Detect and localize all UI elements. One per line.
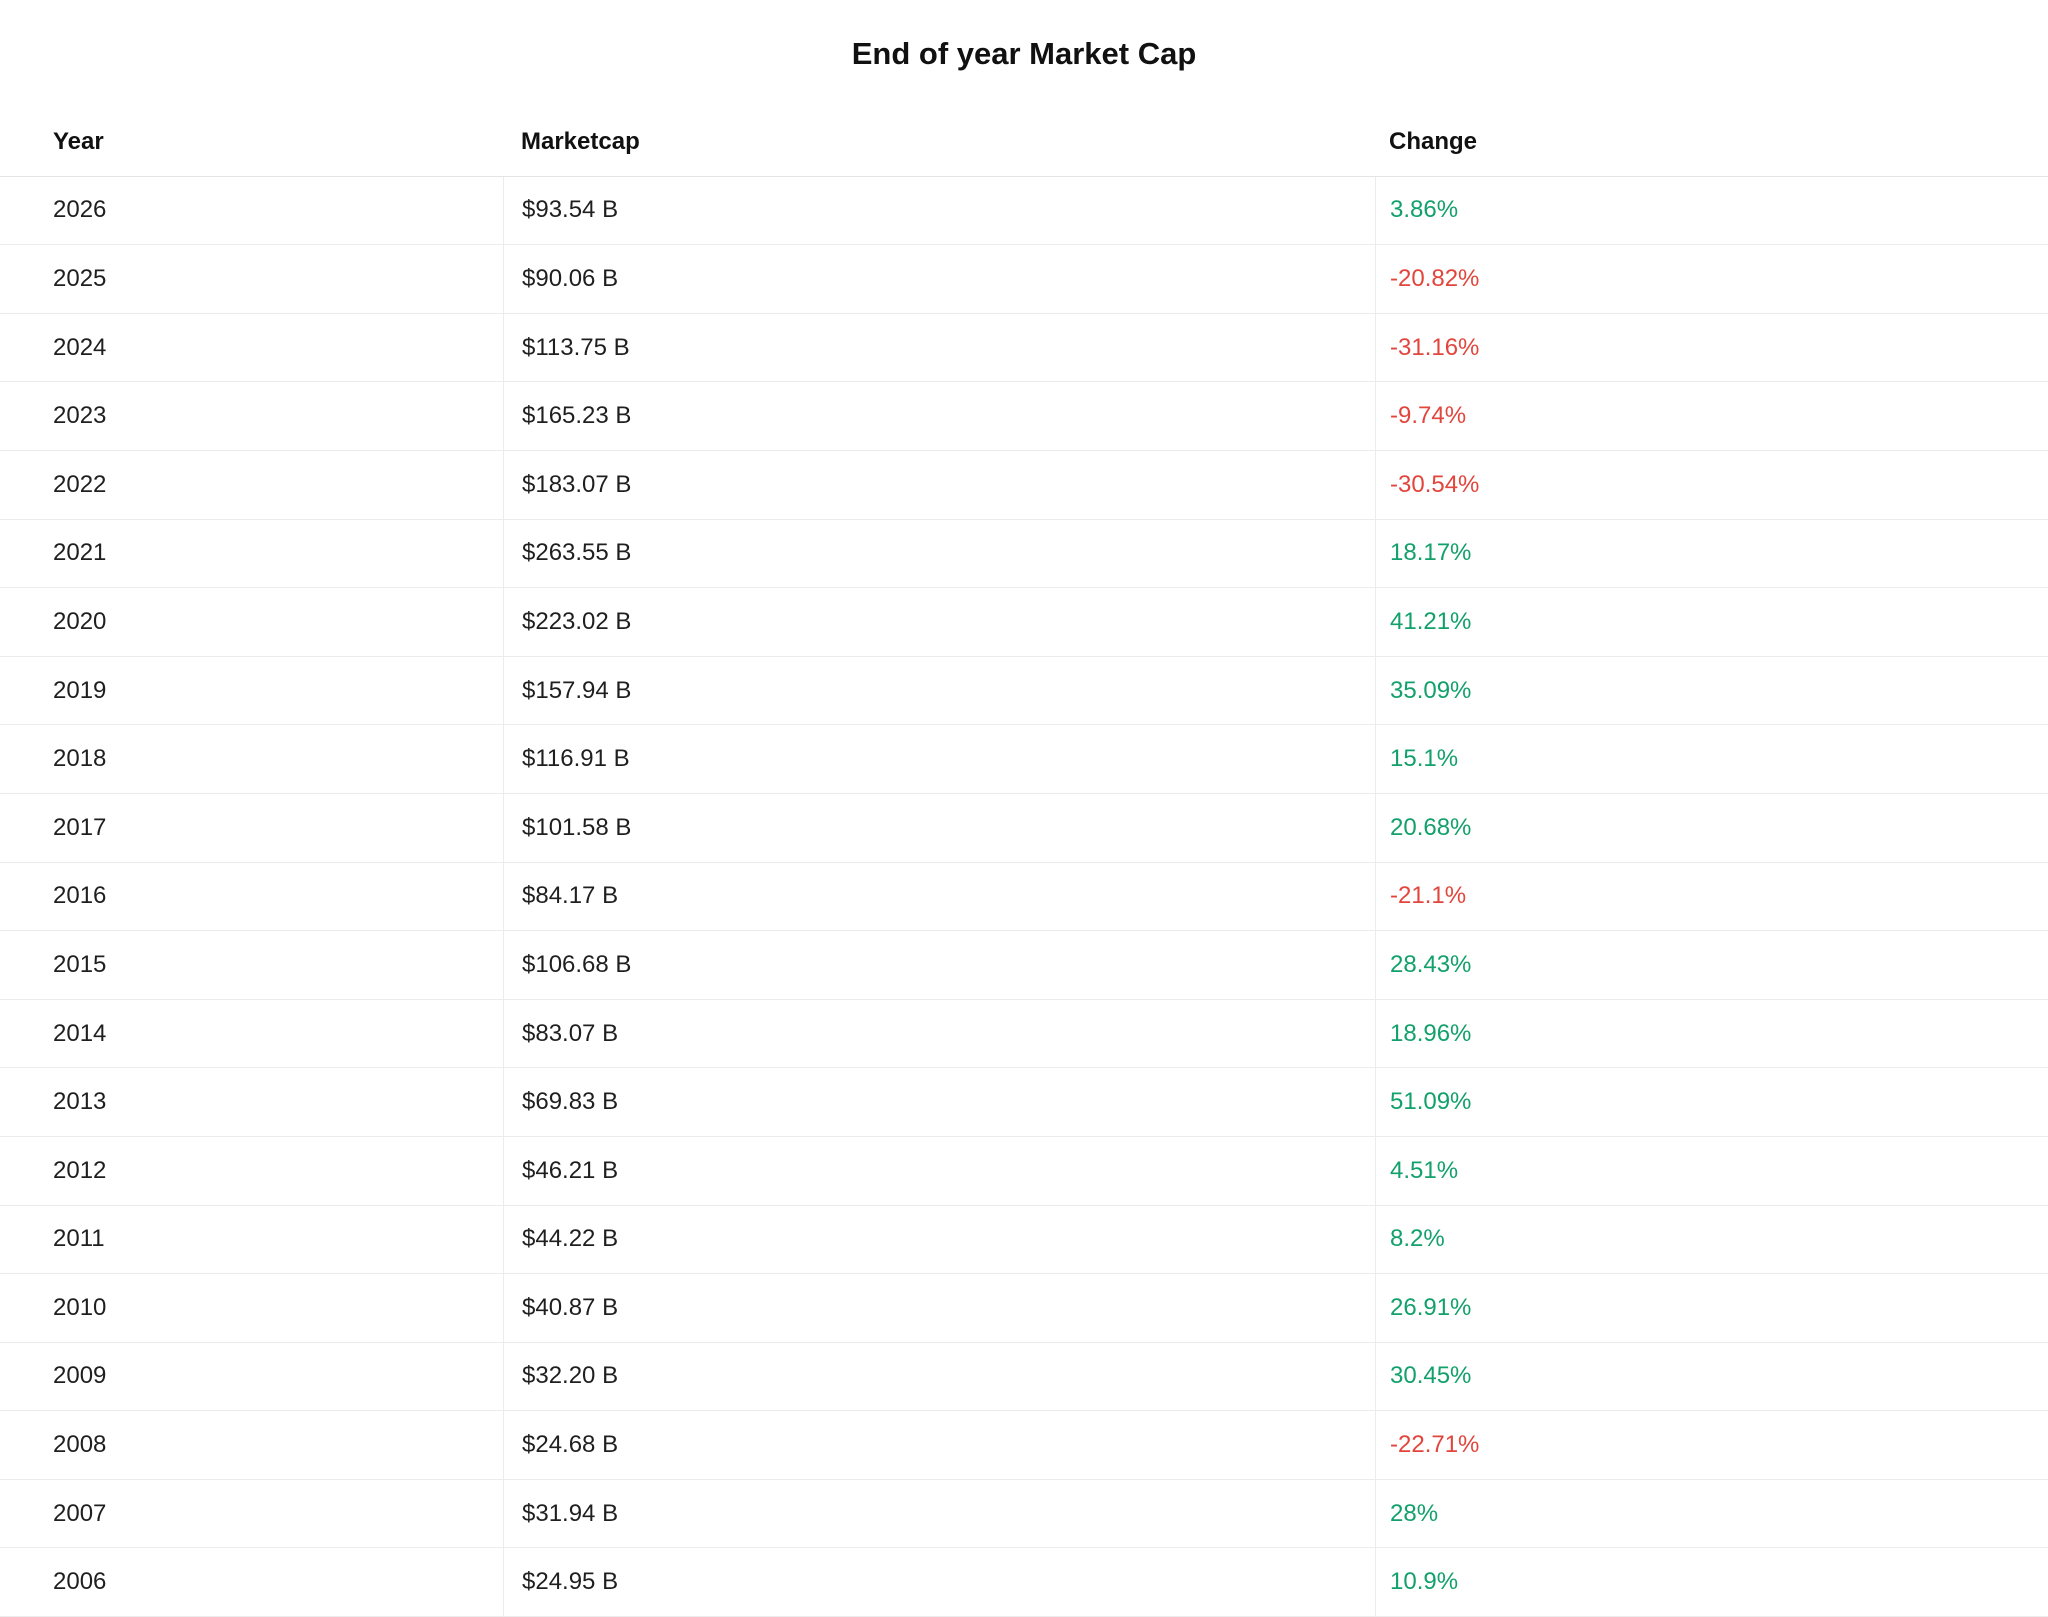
table-row: 2018 $116.91 B 15.1% [0,725,2048,794]
change-cell: 18.17% [1375,519,2048,588]
change-cell: -9.74% [1375,382,2048,450]
column-header-marketcap: Marketcap [521,127,640,155]
table-row: 2014 $83.07 B 18.96% [0,999,2048,1069]
year-cell: 2008 [53,1431,107,1459]
table-row: 2023 $165.23 B -9.74% [0,382,2048,451]
marketcap-cell: $31.94 B [503,1479,1375,1548]
marketcap-cell: $84.17 B [503,862,1375,931]
page-title: End of year Market Cap [851,36,1197,71]
year-cell: 2014 [53,1019,107,1047]
year-cell: 2023 [53,402,107,430]
table-row: 2024 $113.75 B -31.16% [0,313,2048,383]
table-row: 2022 $183.07 B -30.54% [0,450,2048,520]
table-row: 2019 $157.94 B 35.09% [0,656,2048,726]
year-cell: 2022 [53,470,107,498]
marketcap-cell: $40.87 B [503,1274,1375,1342]
marketcap-cell: $183.07 B [503,450,1375,519]
marketcap-cell: $24.95 B [503,1548,1375,1617]
table-row: 2021 $263.55 B 18.17% [0,519,2048,589]
marketcap-cell: $113.75 B [503,313,1375,382]
change-cell: 4.51% [1375,1136,2048,1205]
table-header-row: Year Marketcap Change [0,108,2048,177]
marketcap-cell: $101.58 B [503,793,1375,862]
marketcap-cell: $157.94 B [503,656,1375,725]
year-cell: 2018 [53,745,107,773]
year-cell: 2017 [53,813,107,841]
marketcap-cell: $223.02 B [503,588,1375,656]
year-cell: 2009 [53,1362,107,1390]
marketcap-cell: $263.55 B [503,519,1375,588]
year-cell: 2025 [53,264,107,292]
table-row: 2015 $106.68 B 28.43% [0,931,2048,1000]
table-row: 2020 $223.02 B 41.21% [0,588,2048,657]
year-cell: 2013 [53,1088,107,1116]
column-header-change: Change [1389,127,1478,155]
table-row: 2006 $24.95 B 10.9% [0,1548,2048,1617]
table-row: 2025 $90.06 B -20.82% [0,245,2048,314]
table-row: 2010 $40.87 B 26.91% [0,1274,2048,1343]
change-cell: 35.09% [1375,656,2048,725]
market-cap-table: Year Marketcap Change 2026 $93.54 B 3.86… [0,108,2048,1617]
change-cell: 51.09% [1375,1068,2048,1136]
table-row: 2007 $31.94 B 28% [0,1479,2048,1549]
year-cell: 2015 [53,950,107,978]
year-cell: 2011 [53,1225,105,1253]
year-cell: 2007 [53,1499,107,1527]
change-cell: -30.54% [1375,450,2048,519]
year-cell: 2012 [53,1156,107,1184]
table-row: 2008 $24.68 B -22.71% [0,1411,2048,1480]
change-cell: -22.71% [1375,1411,2048,1479]
marketcap-cell: $69.83 B [503,1068,1375,1136]
marketcap-cell: $44.22 B [503,1205,1375,1274]
table-row: 2013 $69.83 B 51.09% [0,1068,2048,1137]
marketcap-cell: $106.68 B [503,931,1375,999]
marketcap-cell: $165.23 B [503,382,1375,450]
table-row: 2016 $84.17 B -21.1% [0,862,2048,932]
change-cell: 18.96% [1375,999,2048,1068]
table-row: 2012 $46.21 B 4.51% [0,1136,2048,1206]
year-cell: 2024 [53,333,107,361]
table-body: 2026 $93.54 B 3.86% 2025 $90.06 B -20.82… [0,176,2048,1617]
table-row: 2017 $101.58 B 20.68% [0,793,2048,863]
change-cell: 3.86% [1375,176,2048,245]
year-cell: 2026 [53,196,107,224]
change-cell: 41.21% [1375,588,2048,656]
change-cell: -21.1% [1375,862,2048,931]
table-row: 2026 $93.54 B 3.86% [0,176,2048,246]
marketcap-cell: $90.06 B [503,245,1375,313]
year-cell: 2019 [53,676,107,704]
marketcap-cell: $83.07 B [503,999,1375,1068]
change-cell: 15.1% [1375,725,2048,793]
change-cell: 8.2% [1375,1205,2048,1274]
change-cell: 20.68% [1375,793,2048,862]
year-cell: 2020 [53,607,107,635]
change-cell: 10.9% [1375,1548,2048,1617]
year-cell: 2010 [53,1293,107,1321]
year-cell: 2016 [53,882,107,910]
change-cell: -31.16% [1375,313,2048,382]
marketcap-cell: $32.20 B [503,1342,1375,1411]
change-cell: 28% [1375,1479,2048,1548]
table-row: 2009 $32.20 B 30.45% [0,1342,2048,1412]
marketcap-cell: $46.21 B [503,1136,1375,1205]
year-cell: 2021 [53,539,107,567]
marketcap-cell: $93.54 B [503,176,1375,245]
change-cell: 28.43% [1375,931,2048,999]
change-cell: 26.91% [1375,1274,2048,1342]
marketcap-cell: $24.68 B [503,1411,1375,1479]
year-cell: 2006 [53,1568,107,1596]
change-cell: 30.45% [1375,1342,2048,1411]
table-row: 2011 $44.22 B 8.2% [0,1205,2048,1275]
column-header-year: Year [53,127,104,155]
change-cell: -20.82% [1375,245,2048,313]
marketcap-cell: $116.91 B [503,725,1375,793]
